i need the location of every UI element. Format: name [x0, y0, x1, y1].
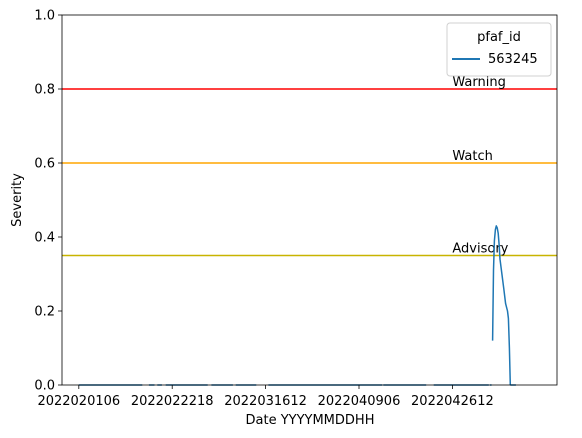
y-tick-label: 0.0	[34, 379, 55, 394]
y-tick-label: 0.4	[34, 231, 55, 246]
x-tick-label: 2022031612	[224, 394, 307, 409]
legend-entry-label: 563245	[488, 52, 538, 67]
threshold-label-warning: Warning	[452, 75, 505, 90]
x-axis-label: Date YYYYMMDDHH	[246, 413, 375, 428]
x-tick-label: 2022022218	[131, 394, 214, 409]
y-tick-label: 0.6	[34, 157, 55, 172]
axes: 0.0 0.2 0.4 0.6 0.8 1.0 2022020106 2022022218 20…	[34, 9, 558, 409]
y-tick-label: 1.0	[34, 9, 55, 24]
plot-frame	[61, 14, 558, 386]
legend-box	[446, 22, 552, 77]
y-tick-label: 0.8	[34, 83, 55, 98]
threshold-label-watch: Watch	[452, 149, 492, 164]
x-tick-label: 2022020106	[37, 394, 120, 409]
x-tick-label: 2022040906	[318, 394, 401, 409]
series-line-segment	[491, 225, 512, 386]
legend-title: pfaf_id	[477, 30, 521, 45]
legend: pfaf_id 563245	[446, 22, 552, 77]
y-tick-label: 0.2	[34, 305, 55, 320]
x-tick-label: 2022042612	[411, 394, 494, 409]
y-axis-label: Severity	[10, 173, 25, 227]
